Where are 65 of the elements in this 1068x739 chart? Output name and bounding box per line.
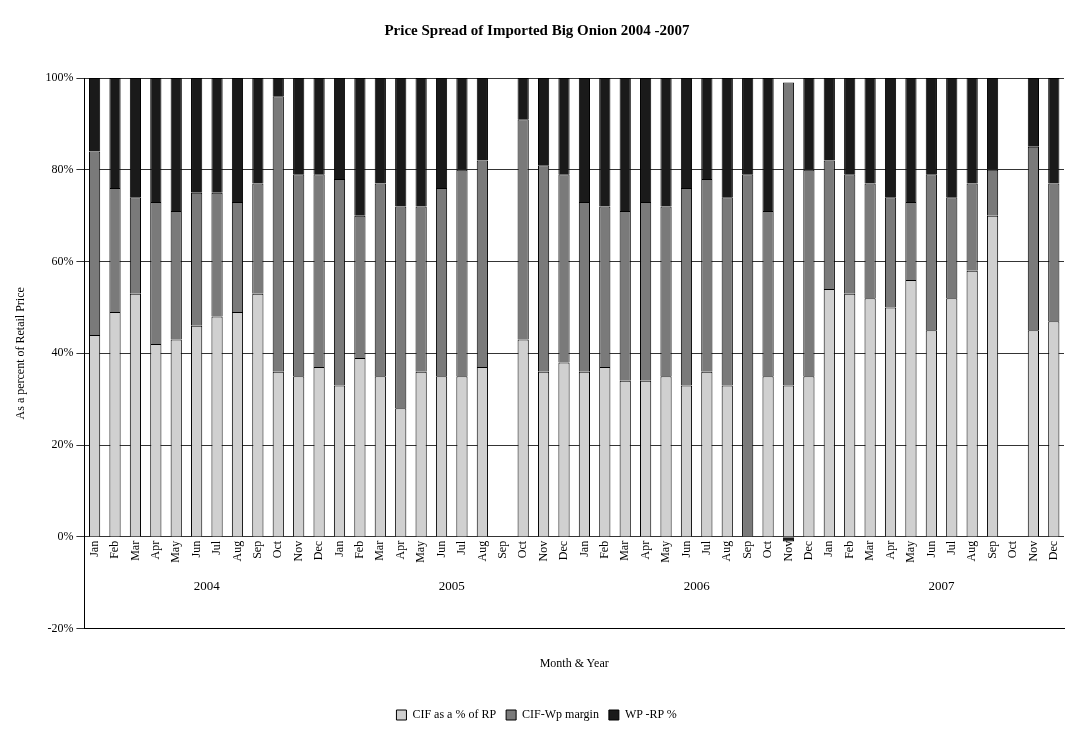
y-tick-label: 80% xyxy=(51,161,74,176)
x-tick-label: Jan xyxy=(86,540,101,557)
x-tick-label: Nov xyxy=(535,540,550,562)
x-tick-label: May xyxy=(413,540,428,563)
legend-label: WP -RP % xyxy=(624,707,677,722)
x-tick-label: Mar xyxy=(617,540,632,561)
x-tick-label: Nov xyxy=(290,540,305,562)
x-tick-label: Jun xyxy=(923,540,938,558)
x-tick-label: Jan xyxy=(576,540,591,557)
x-tick-label: Jun xyxy=(433,540,448,558)
x-axis-title: Month & Year xyxy=(539,655,609,670)
x-tick-label: Sep xyxy=(739,540,754,559)
x-tick-label: Dec xyxy=(556,540,571,561)
x-tick-label: Mar xyxy=(127,540,142,561)
x-tick-label: Sep xyxy=(250,540,265,559)
x-tick-label: Apr xyxy=(392,540,407,560)
x-tick-label: Mar xyxy=(372,540,387,561)
chart-title: Price Spread of Imported Big Onion 2004 -2007 xyxy=(384,21,691,38)
x-tick-label: Aug xyxy=(229,540,244,562)
x-tick-label: Dec xyxy=(1045,540,1060,561)
x-tick-label: Sep xyxy=(984,540,999,559)
x-tick-label: Sep xyxy=(494,540,509,559)
x-tick-label: Aug xyxy=(474,540,489,562)
x-tick-label: Nov xyxy=(780,540,795,562)
y-tick-label: 40% xyxy=(51,345,74,360)
x-tick-label: Feb xyxy=(107,540,122,559)
x-tick-label: Feb xyxy=(596,540,611,559)
y-tick-label: 20% xyxy=(51,437,74,452)
x-tick-label: Jun xyxy=(188,540,203,558)
x-tick-label: Feb xyxy=(352,540,367,559)
x-tick-label: Jul xyxy=(699,540,714,555)
x-tick-label: May xyxy=(903,540,918,563)
x-tick-label: Oct xyxy=(760,540,775,559)
y-tick-label: 0% xyxy=(57,528,74,543)
x-tick-label: Oct xyxy=(270,540,285,559)
annotation: 2004 xyxy=(193,578,221,594)
x-tick-label: Oct xyxy=(515,540,530,559)
annotation: 2005 xyxy=(438,578,465,594)
x-tick-label: Jul xyxy=(209,540,224,555)
x-tick-label: Oct xyxy=(1005,540,1020,559)
x-tick-label: Jul xyxy=(454,540,469,555)
x-tick-label: Dec xyxy=(801,540,816,561)
x-tick-label: Mar xyxy=(862,540,877,561)
legend-label: CIF-Wp margin xyxy=(522,707,599,722)
x-tick-label: Aug xyxy=(964,540,979,562)
legend-label: CIF as a % of RP xyxy=(412,707,497,722)
x-tick-label: Nov xyxy=(1025,540,1040,562)
y-tick-label: 60% xyxy=(51,253,74,268)
x-tick-label: Apr xyxy=(147,540,162,560)
x-tick-label: Apr xyxy=(637,540,652,560)
x-tick-label: Jan xyxy=(821,540,836,557)
x-tick-label: Dec xyxy=(311,540,326,561)
annotation: 2007 xyxy=(928,578,956,594)
x-tick-label: Feb xyxy=(841,540,856,559)
y-axis-title: As a percent of Retail Price xyxy=(13,287,28,420)
x-tick-label: May xyxy=(658,540,673,563)
x-tick-label: Jun xyxy=(678,540,693,558)
y-tick-label: 100% xyxy=(45,70,74,85)
x-tick-label: Jan xyxy=(331,540,346,557)
x-tick-label: Aug xyxy=(719,540,734,562)
x-tick-label: Apr xyxy=(882,540,897,560)
annotation: 2006 xyxy=(683,578,711,594)
x-tick-label: Jul xyxy=(943,540,958,555)
x-tick-label: May xyxy=(168,540,183,563)
y-tick-label: -20% xyxy=(47,620,74,635)
